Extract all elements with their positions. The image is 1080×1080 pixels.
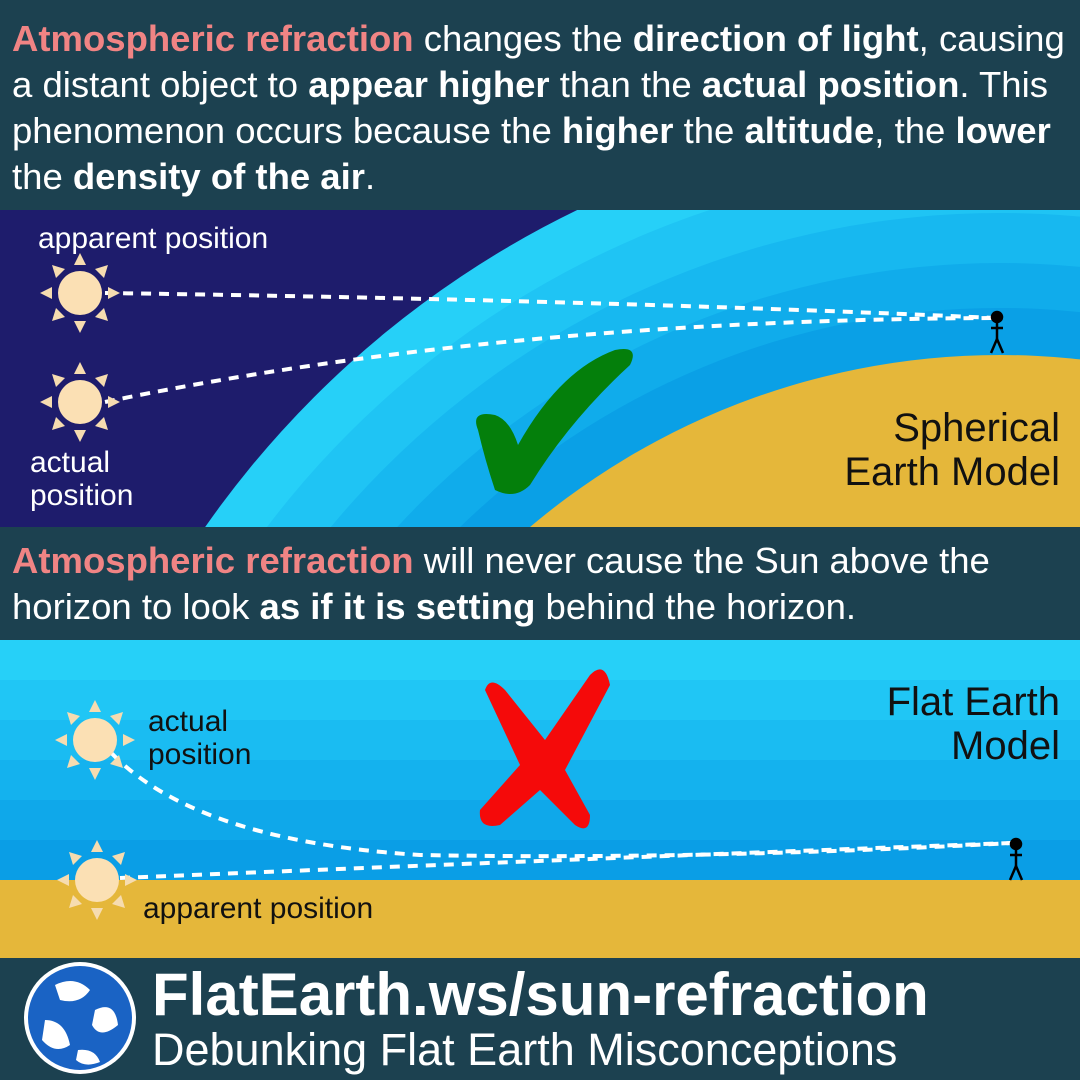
emphasis: lower [955, 110, 1051, 151]
emphasis: altitude [744, 110, 875, 151]
text: the [12, 156, 73, 197]
text: . [364, 156, 376, 197]
apparent-label: apparent position [38, 222, 269, 255]
flat-panel [0, 640, 1080, 958]
text: . This phenomenon occurs because the [12, 64, 1048, 151]
actual-label: actual position [148, 705, 252, 771]
highlight: Atmospheric refraction [12, 18, 414, 59]
emphasis: as if it is setting [259, 586, 536, 627]
footer-url: FlatEarth.ws/sun-refraction [152, 961, 929, 1028]
text: , causing a distant object to [12, 18, 1065, 105]
intro-text: Atmospheric refraction changes the direc… [12, 16, 1072, 200]
apparent-label: apparent position [143, 892, 374, 925]
text: the [673, 110, 745, 151]
highlight: Atmospheric refraction [12, 540, 414, 581]
model-label: Flat Earth Model [886, 680, 1060, 768]
text: than the [549, 64, 702, 105]
globe-icon [24, 962, 136, 1074]
model-label: Spherical Earth Model [844, 406, 1060, 494]
text: , the [874, 110, 956, 151]
emphasis: higher [561, 110, 674, 151]
footer-tagline: Debunking Flat Earth Misconceptions [152, 1024, 898, 1075]
text: behind the horizon. [535, 586, 857, 627]
emphasis: appear higher [308, 64, 550, 105]
statement-text: Atmospheric refraction will never cause … [12, 538, 1072, 630]
actual-label: actual position [30, 446, 134, 512]
text: changes the [413, 18, 633, 59]
emphasis: density of the air [72, 156, 365, 197]
emphasis: actual position [701, 64, 960, 105]
text: will never cause the Sun above the horiz… [12, 540, 990, 627]
spherical-panel [0, 210, 1080, 527]
emphasis: direction of light [632, 18, 919, 59]
